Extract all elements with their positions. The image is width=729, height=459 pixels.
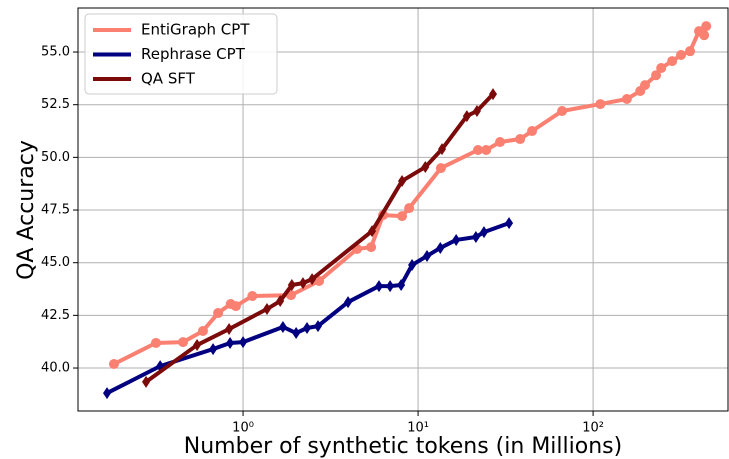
point xyxy=(404,203,415,214)
point xyxy=(225,323,234,336)
point xyxy=(142,375,151,388)
point xyxy=(108,359,119,370)
point xyxy=(213,308,224,319)
point xyxy=(667,56,678,67)
point xyxy=(197,325,208,336)
point xyxy=(298,277,307,290)
point xyxy=(481,144,492,155)
point xyxy=(314,276,325,287)
point xyxy=(368,225,377,238)
point xyxy=(366,242,377,253)
point xyxy=(423,249,432,262)
point xyxy=(421,161,430,174)
y-tick-label: 50.0 xyxy=(41,150,70,165)
point xyxy=(150,337,161,348)
legend: EntiGraph CPT Rephrase CPT QA SFT xyxy=(84,13,278,95)
x-tick-label: 10¹ xyxy=(407,421,429,436)
plot-frame xyxy=(77,7,729,412)
grid: 10⁰ 10¹ 10² 40.0 42.5 45.0 47.5 50.0 52.5 55.0 xyxy=(41,8,728,436)
point xyxy=(515,134,526,145)
point xyxy=(435,163,446,174)
point xyxy=(230,301,241,312)
point xyxy=(303,321,312,334)
point xyxy=(193,339,202,352)
point xyxy=(557,106,568,117)
point xyxy=(386,280,395,293)
point xyxy=(621,94,632,105)
point xyxy=(292,327,301,340)
point xyxy=(495,136,506,147)
point xyxy=(262,303,271,316)
x-tick-label: 10² xyxy=(582,421,604,436)
y-tick-label: 40.0 xyxy=(41,361,70,376)
point xyxy=(676,49,687,60)
point xyxy=(374,280,383,293)
plot xyxy=(103,21,712,400)
legend-box xyxy=(84,13,278,95)
y-tick-label: 52.5 xyxy=(41,97,70,112)
point xyxy=(344,296,353,309)
point xyxy=(527,126,538,137)
point xyxy=(226,336,235,349)
point xyxy=(452,233,461,246)
y-tick-label: 47.5 xyxy=(41,203,70,218)
point xyxy=(656,63,667,74)
legend-label: QA SFT xyxy=(141,70,196,88)
point xyxy=(472,105,481,118)
point xyxy=(438,143,447,156)
point xyxy=(287,279,296,292)
y-tick-label: 45.0 xyxy=(41,255,70,270)
legend-label: Rephrase CPT xyxy=(141,45,246,63)
point xyxy=(209,343,218,356)
point xyxy=(178,337,189,348)
point xyxy=(471,230,480,243)
y-axis-label: QA Accuracy xyxy=(14,140,39,280)
legend-label: EntiGraph CPT xyxy=(141,21,250,39)
point xyxy=(276,295,285,308)
point xyxy=(313,320,322,333)
point xyxy=(247,290,258,301)
point xyxy=(595,99,606,110)
point xyxy=(308,273,317,286)
point xyxy=(103,387,112,400)
point xyxy=(397,279,406,292)
point xyxy=(239,336,248,349)
point xyxy=(651,70,662,81)
point xyxy=(505,217,514,230)
point xyxy=(640,80,651,91)
point xyxy=(473,144,484,155)
point xyxy=(489,88,498,101)
point xyxy=(397,211,408,222)
point xyxy=(685,46,696,57)
x-axis-label: Number of synthetic tokens (in Millions) xyxy=(184,434,622,459)
point xyxy=(408,259,417,272)
y-tick-label: 55.0 xyxy=(41,45,70,60)
point xyxy=(398,174,407,187)
point xyxy=(699,30,710,41)
point xyxy=(436,241,445,254)
point xyxy=(462,110,471,123)
point xyxy=(479,226,488,239)
point xyxy=(701,21,712,32)
x-tick-label: 10⁰ xyxy=(232,421,254,436)
y-tick-label: 42.5 xyxy=(41,308,70,323)
point xyxy=(278,320,287,333)
